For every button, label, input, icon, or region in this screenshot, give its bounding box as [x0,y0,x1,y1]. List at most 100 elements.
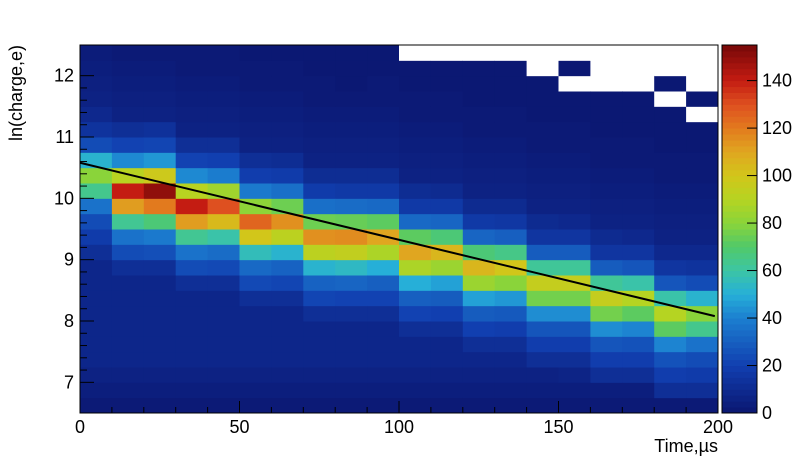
heat-cell [111,91,145,107]
colorbar-strip [722,329,757,337]
heat-cell [80,321,113,337]
heat-cell [526,183,559,199]
heat-cell [430,382,464,399]
heat-cell [462,91,496,107]
heat-cell [494,397,528,414]
heat-cell [143,183,177,199]
heat-cell [367,275,400,291]
heat-cell [622,91,655,107]
heat-cell [462,152,496,169]
heat-cell [175,121,209,138]
heat-cell [111,229,145,245]
heat-cell [686,137,719,153]
heat-cell [654,397,687,414]
heat-cell [399,259,432,276]
heat-cell [430,137,464,153]
heat-cell [111,137,145,153]
heat-cell [526,244,559,261]
y-tick-label: 8 [64,311,74,331]
colorbar-strip [722,276,757,283]
heat-cell [111,75,145,92]
heat-cell [335,321,368,337]
colorbar-strip [722,217,757,224]
heat-cell [335,275,368,291]
heat-cell [430,198,464,215]
heat-cell [271,152,304,169]
heat-cell [303,198,336,215]
heat-cell [303,137,336,153]
heat-cell [239,198,272,215]
heat-cell [239,213,272,230]
heat-cell [462,305,496,322]
heat-cell [111,321,145,337]
heat-cell [526,137,559,153]
heat-cell [622,397,655,414]
heat-cell [430,351,464,368]
heat-cell [526,321,559,337]
x-tick-label: 0 [75,417,85,437]
colorbar-strip [722,157,757,165]
heat-cell [175,229,209,245]
heat-cell [239,152,272,169]
heat-cell [271,45,304,61]
heat-cell [335,45,368,61]
heat-cell [303,75,336,92]
heat-cell [303,367,336,383]
colorbar-strip [722,116,757,123]
heat-cell [303,91,336,107]
heat-cell [526,167,559,184]
heat-cell [494,91,528,107]
heat-cell [335,290,368,307]
heat-cell [271,198,304,215]
heat-cell [590,382,623,399]
heat-cell [430,121,464,138]
heat-cell [335,336,368,353]
heat-cell [143,106,177,123]
heat-cell [207,229,240,245]
z-tick-label: 20 [762,356,782,376]
heat-cell [143,137,177,153]
colorbar-strip [722,86,757,93]
y-tick-label: 12 [54,66,74,86]
heat-cell [590,121,623,138]
colorbar-strip [722,389,757,396]
heat-cell [271,91,304,107]
colorbar-strip [722,353,757,361]
heat-cell [526,290,559,307]
heat-cell [494,321,528,337]
heat-cell [399,75,432,92]
heat-cell [558,382,591,399]
heat-cell [111,244,145,261]
heat-cell [622,336,655,353]
colorbar-strip [722,211,757,218]
colorbar-strip [722,80,757,88]
heat-cell [175,106,209,123]
heat-cell [239,60,272,77]
heat-cell [335,121,368,138]
heat-cell [143,351,177,368]
heat-cell [207,290,240,307]
colorbar-strip [722,318,757,325]
heat-cell [239,336,272,353]
heat-cell [399,229,432,245]
colorbar-strip [722,395,757,402]
heat-cell [207,244,240,261]
heat-cell [494,60,528,77]
heat-cell [367,152,400,169]
heat-cell [558,321,591,337]
heat-cell [494,137,528,153]
heat-cell [526,259,559,276]
heat-cell [239,167,272,184]
heat-cell [558,75,591,92]
heat-cell [335,198,368,215]
heat-cell [367,305,400,322]
heat-cell [399,244,432,261]
heat-cell [686,121,719,138]
heat-cell [207,91,240,107]
heat-cell [367,106,400,123]
heat-cell [462,382,496,399]
heat-cell [590,75,623,92]
z-tick-label: 80 [762,213,782,233]
heat-cell [622,183,655,199]
heat-cell [430,152,464,169]
